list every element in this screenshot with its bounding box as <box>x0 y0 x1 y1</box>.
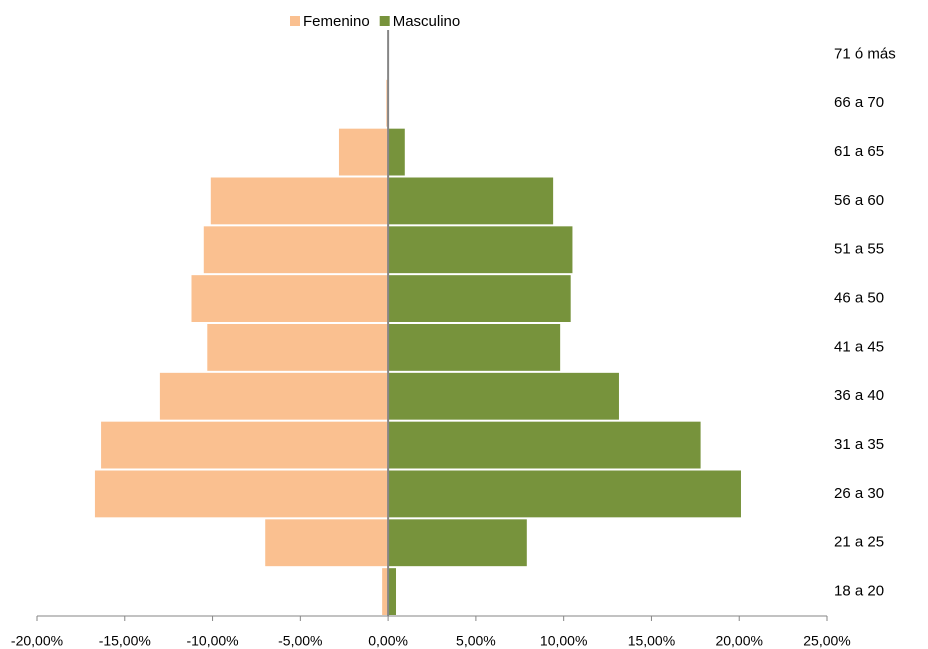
bar <box>388 421 701 469</box>
y-tick-label: 46 a 50 <box>834 290 884 307</box>
y-tick-label: 56 a 60 <box>834 192 884 209</box>
x-tick-label: -10,00% <box>186 633 238 649</box>
legend-swatch <box>379 16 390 26</box>
bar <box>388 226 573 274</box>
bar <box>382 568 389 615</box>
bar <box>388 177 554 225</box>
bar <box>94 470 389 518</box>
bar <box>159 372 389 420</box>
bar <box>388 519 527 567</box>
y-tick-label: 26 a 30 <box>834 485 884 502</box>
bar <box>388 128 405 176</box>
bar <box>207 324 389 371</box>
x-tick-label: 25,00% <box>803 633 850 649</box>
bar <box>388 470 741 518</box>
x-tick-label: -5,00% <box>278 633 322 649</box>
bar <box>101 421 389 469</box>
x-tick-label: 10,00% <box>540 633 587 649</box>
y-tick-label: 66 a 70 <box>834 94 884 111</box>
legend-label: Femenino <box>303 13 370 30</box>
y-tick-label: 71 ó más <box>834 45 896 62</box>
y-tick-label: 61 a 65 <box>834 143 884 160</box>
x-tick-label: 15,00% <box>628 633 675 649</box>
bar <box>191 275 389 322</box>
bar <box>338 128 389 176</box>
y-tick-label: 36 a 40 <box>834 387 884 404</box>
y-tick-label: 51 a 55 <box>834 241 884 258</box>
x-tick-label: 20,00% <box>715 633 762 649</box>
bar <box>388 324 561 371</box>
y-tick-label: 18 a 20 <box>834 583 884 600</box>
y-tick-label: 41 a 45 <box>834 338 884 355</box>
x-tick-label: 5,00% <box>456 633 496 649</box>
x-tick-label: -20,00% <box>11 633 63 649</box>
bar <box>388 568 397 615</box>
y-tick-label: 21 a 25 <box>834 534 884 551</box>
legend-swatch <box>290 16 300 26</box>
x-tick-label: 0,00% <box>368 633 408 649</box>
legend-label: Masculino <box>393 13 461 30</box>
x-tick-label: -15,00% <box>99 633 151 649</box>
bar <box>388 275 571 322</box>
y-tick-label: 31 a 35 <box>834 436 884 453</box>
bar <box>388 372 619 420</box>
bar <box>203 226 389 274</box>
bar <box>210 177 389 225</box>
bar <box>265 519 389 567</box>
